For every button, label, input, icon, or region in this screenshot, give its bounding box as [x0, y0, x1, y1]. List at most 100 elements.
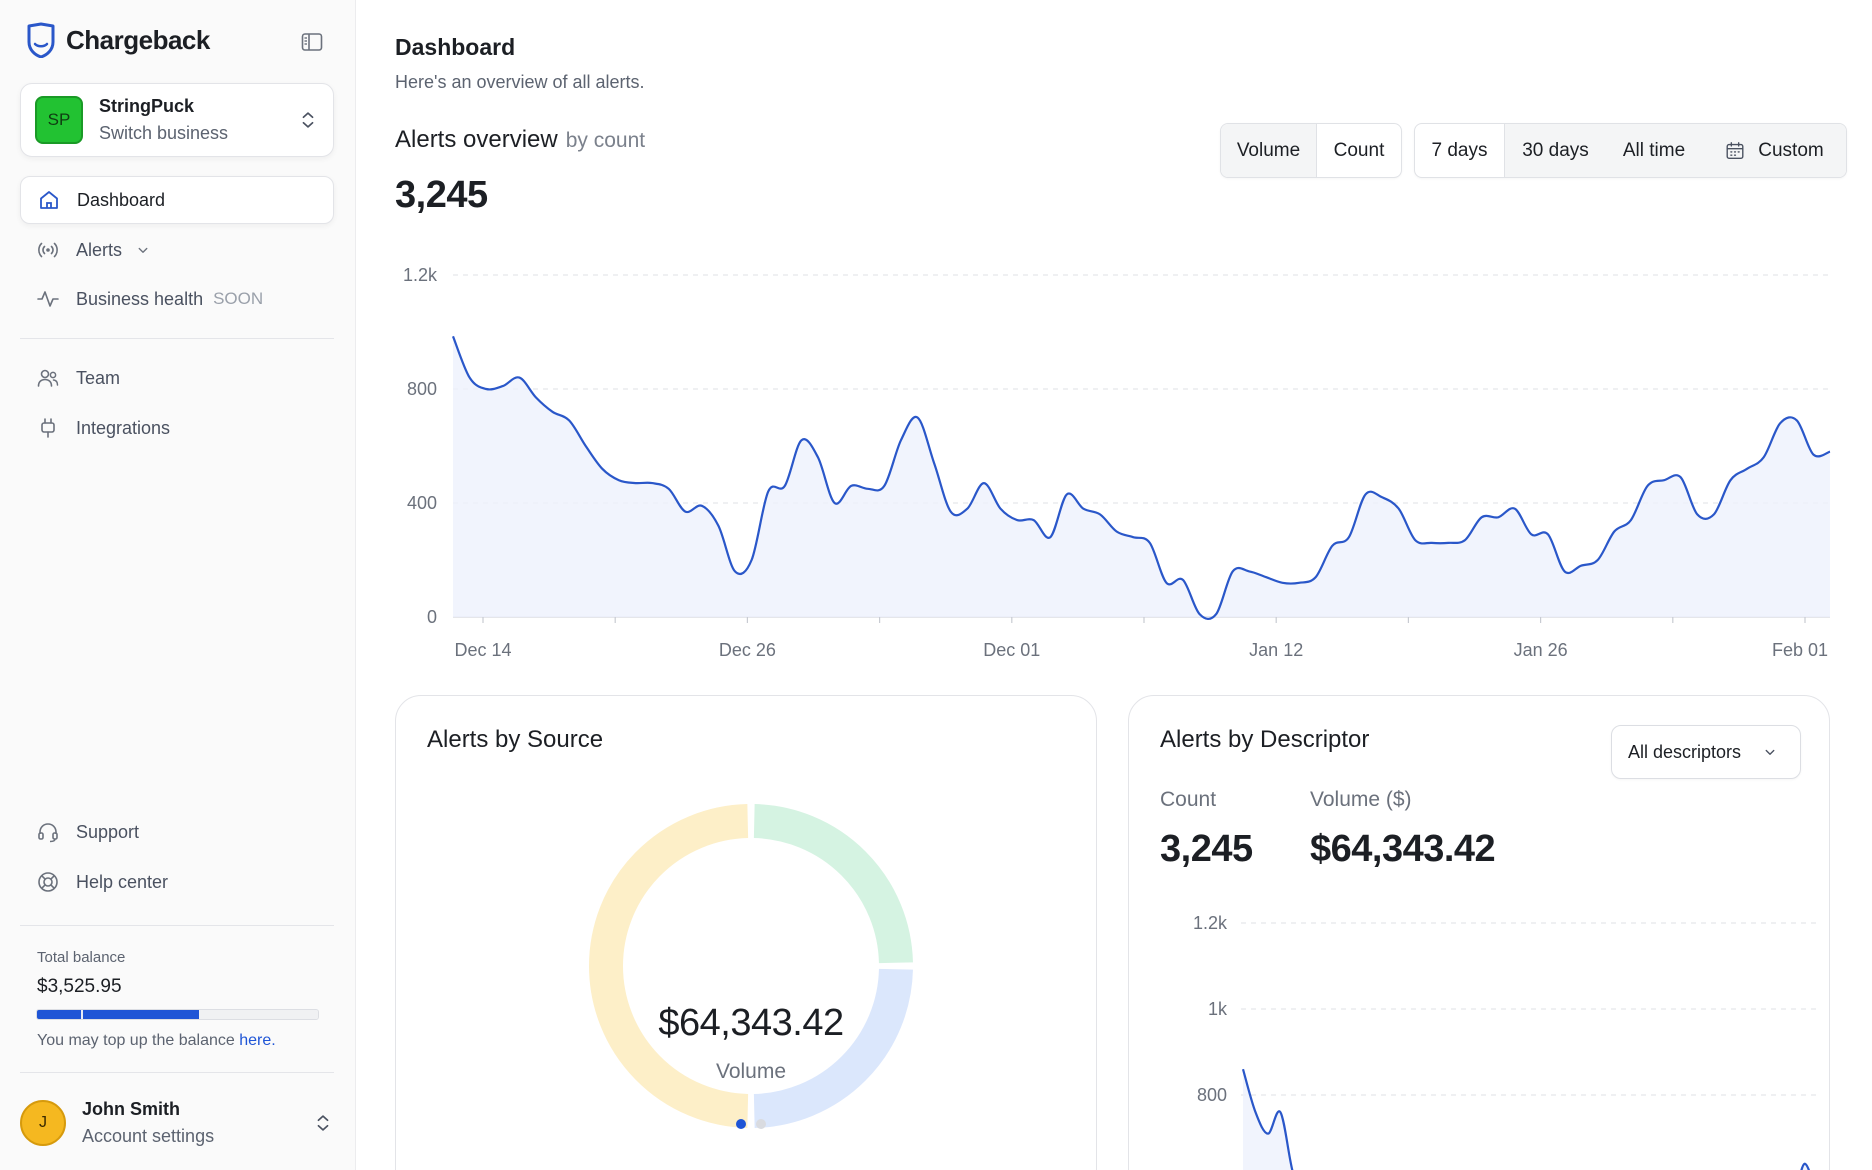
sidebar-item-dashboard[interactable]: Dashboard: [20, 176, 334, 224]
alerts-overview-heading: Alerts overview: [395, 126, 558, 153]
y-tick-label: 0: [427, 607, 437, 627]
volume-toggle-button[interactable]: Volume: [1221, 124, 1317, 177]
page-subtitle: Here's an overview of all alerts.: [395, 72, 645, 92]
donut-slice: [753, 804, 913, 964]
switch-business-label: Switch business: [99, 123, 229, 143]
alerts-by-descriptor-card: Alerts by Descriptor All descriptors Cou…: [1128, 695, 1830, 1170]
y-tick-label: 400: [407, 493, 437, 513]
carousel-dot-1[interactable]: [736, 1119, 746, 1129]
sidebar-item-help-center[interactable]: Help center: [20, 858, 334, 906]
sidebar-item-team[interactable]: Team: [20, 354, 334, 402]
range-30-days-button[interactable]: 30 days: [1505, 124, 1606, 177]
balance-bar-gap: [81, 1010, 83, 1019]
top-up-link[interactable]: here.: [239, 1032, 276, 1049]
range-toggle: 7 days 30 days All time Custom: [1414, 123, 1847, 178]
divider: [20, 1072, 334, 1073]
brand[interactable]: Chargeback: [26, 22, 210, 58]
chevron-up-down-icon: [317, 1115, 329, 1131]
account-settings-label: Account settings: [82, 1126, 215, 1146]
alerts-overview-chart: 0 400 800 1.2k Dec 14 Dec 26 Dec 01 Jan 12 Jan 2…: [403, 265, 1831, 660]
sidebar-item-label: Help center: [76, 871, 169, 892]
sidebar-item-support[interactable]: Support: [20, 808, 334, 856]
business-name: StringPuck: [99, 96, 195, 116]
alerts-by-source-card: Alerts by Source $64,343.42 Volume: [395, 695, 1097, 1170]
headset-icon: [38, 823, 58, 843]
descriptor-select-value: All descriptors: [1628, 741, 1742, 762]
count-toggle-button[interactable]: Count: [1333, 139, 1385, 161]
sidebar: Chargeback SP StringPuck Switch business…: [0, 0, 356, 1170]
card-title: Alerts by Source: [427, 726, 604, 753]
lifebuoy-icon: [38, 872, 58, 892]
chart-line: [451, 335, 1831, 621]
total-balance-label: Total balance: [37, 949, 126, 966]
user-name: John Smith: [82, 1099, 180, 1119]
chart-area: [453, 336, 1830, 619]
count-label: Count: [1160, 788, 1217, 811]
shield-logo-icon: [27, 22, 55, 58]
broadcast-icon: [38, 242, 58, 258]
sidebar-toggle-icon[interactable]: [300, 30, 324, 54]
alerts-by-descriptor-chart: 800 1k 1.2k: [1193, 913, 1819, 1170]
page-title: Dashboard: [395, 34, 516, 60]
range-custom-button[interactable]: Custom: [1702, 124, 1846, 177]
balance-bar-segment: [37, 1010, 81, 1019]
sidebar-item-label: Dashboard: [77, 189, 166, 210]
sidebar-item-label: Integrations: [76, 417, 171, 438]
users-icon: [37, 369, 59, 387]
x-tick-label: Dec 14: [454, 640, 511, 660]
descriptor-select[interactable]: All descriptors: [1611, 725, 1801, 779]
x-tick-label: Jan 12: [1249, 640, 1303, 660]
range-7-days-button[interactable]: 7 days: [1415, 124, 1505, 177]
app-name: Chargeback: [66, 24, 210, 55]
donut-chart: $64,343.42 Volume: [581, 796, 921, 1136]
sidebar-item-business-health[interactable]: Business health SOON: [20, 275, 334, 323]
balance-progress-bar: [36, 1009, 319, 1020]
donut-value: $64,343.42: [658, 1002, 844, 1044]
y-tick-label: 1.2k: [403, 265, 438, 285]
home-icon: [40, 191, 58, 209]
sidebar-item-alerts[interactable]: Alerts: [20, 226, 334, 274]
custom-range-label: Custom: [1758, 139, 1824, 161]
count-value: 3,245: [1160, 828, 1253, 870]
balance-note: You may top up the balance here.: [37, 1032, 276, 1050]
x-tick-label: Dec 26: [719, 640, 776, 660]
y-tick-label: 800: [407, 379, 437, 399]
alerts-total: 3,245: [395, 174, 488, 216]
metric-toggle: Volume Count: [1220, 123, 1402, 178]
calendar-icon: [1726, 141, 1744, 159]
y-tick-label: 1.2k: [1193, 913, 1228, 933]
sidebar-item-label: Team: [76, 367, 121, 388]
chart-line: [1241, 1068, 1810, 1170]
donut-label: Volume: [715, 1060, 787, 1083]
pulse-icon: [37, 291, 59, 307]
balance-bar-rest: [199, 1010, 318, 1019]
sidebar-item-label: Business health: [76, 288, 204, 309]
divider: [20, 925, 334, 926]
chevron-down-icon: [1765, 749, 1775, 755]
y-tick-label: 1k: [1208, 999, 1228, 1019]
x-tick-label: Jan 26: [1514, 640, 1568, 660]
x-tick-label: Feb 01: [1772, 640, 1828, 660]
sidebar-item-label: Support: [76, 821, 140, 842]
alerts-overview-title: Alerts overview by count: [395, 126, 645, 154]
range-all-time-button[interactable]: All time: [1606, 124, 1702, 177]
total-balance-value: $3,525.95: [37, 976, 122, 997]
soon-badge: SOON: [213, 289, 264, 308]
y-tick-label: 800: [1197, 1085, 1227, 1105]
balance-bar-segment: [83, 1010, 200, 1019]
carousel-dot-2[interactable]: [756, 1119, 766, 1129]
sidebar-item-integrations[interactable]: Integrations: [20, 404, 334, 452]
donut-svg: [589, 804, 913, 1128]
divider: [20, 338, 334, 339]
balance-note-text: You may top up the balance: [37, 1032, 240, 1049]
chevron-down-icon: [138, 247, 148, 253]
chart-area: [1243, 1069, 1809, 1170]
business-switcher[interactable]: SP StringPuck Switch business: [20, 83, 334, 157]
donut-slice: [589, 804, 749, 1128]
carousel-dots: [581, 1119, 921, 1129]
alerts-overview-by: by count: [565, 129, 646, 152]
chevron-up-down-icon: [302, 112, 314, 128]
account-menu[interactable]: J John Smith Account settings: [20, 1095, 334, 1151]
business-avatar: SP: [35, 96, 83, 144]
x-tick-label: Dec 01: [983, 640, 1040, 660]
